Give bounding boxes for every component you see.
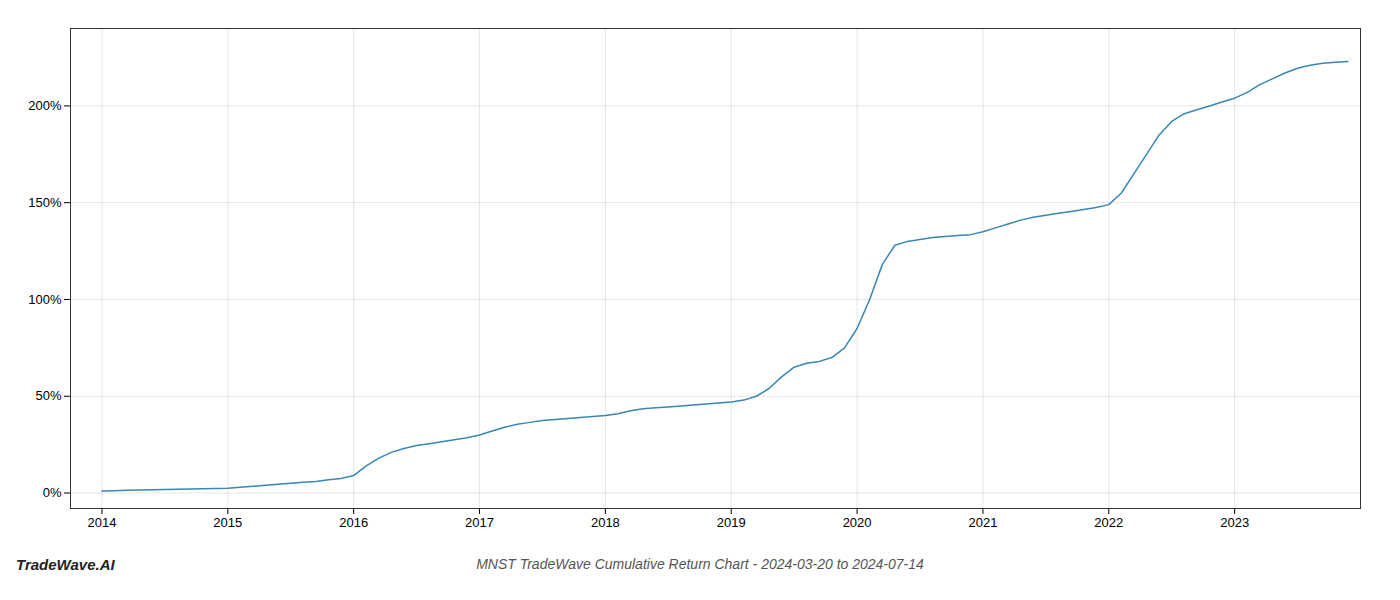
svg-text:2016: 2016 xyxy=(339,515,368,530)
html-text:MNST TradeWave Cumulative Retu: MNST TradeWave Cumulative Return Chart -… xyxy=(476,556,924,572)
svg-text:50%: 50% xyxy=(35,388,61,403)
svg-text:2020: 2020 xyxy=(843,515,872,530)
svg-text:2015: 2015 xyxy=(213,515,242,530)
svg-text:200%: 200% xyxy=(28,98,62,113)
svg-text:2021: 2021 xyxy=(968,515,997,530)
html-text:TradeWave.AI: TradeWave.AI xyxy=(16,556,115,573)
svg-text:2017: 2017 xyxy=(465,515,494,530)
svg-text:2019: 2019 xyxy=(717,515,746,530)
svg-text:2018: 2018 xyxy=(591,515,620,530)
svg-text:0%: 0% xyxy=(43,485,62,500)
svg-text:100%: 100% xyxy=(28,292,62,307)
svg-text:150%: 150% xyxy=(28,195,62,210)
svg-text:2023: 2023 xyxy=(1220,515,1249,530)
svg-text:2022: 2022 xyxy=(1094,515,1123,530)
svg-text:2014: 2014 xyxy=(88,515,117,530)
